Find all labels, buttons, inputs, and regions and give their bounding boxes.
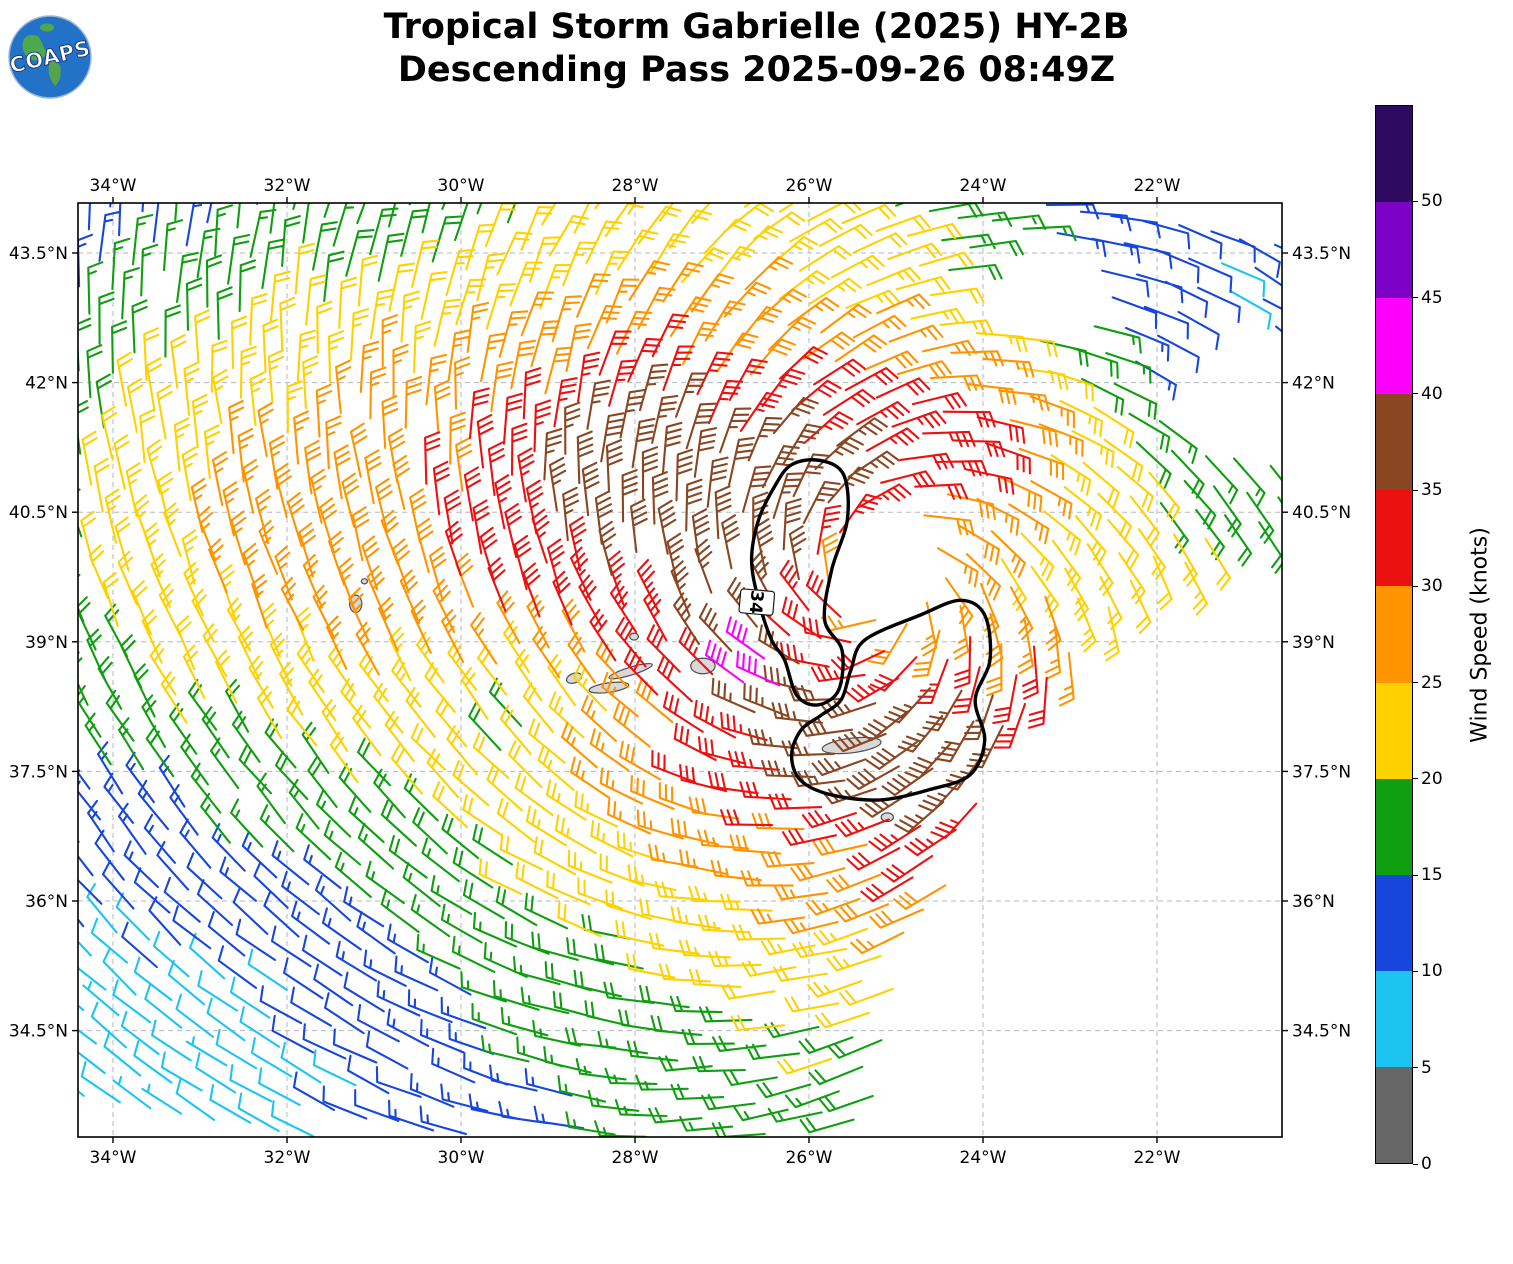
colorbar-tick-mark [1413, 970, 1418, 972]
contour-label-box [738, 588, 776, 616]
x-tick-label-bottom: 28°W [612, 1148, 659, 1168]
greenland-shape [40, 23, 54, 32]
wind-barbs-layer [78, 203, 1282, 1137]
colorbar-axis-label: Wind Speed (knots) [1467, 526, 1493, 743]
colorbar-tick-label: 20 [1421, 768, 1443, 789]
colorbar-tick-label: 30 [1421, 576, 1443, 597]
contour-label-34: 34 [738, 588, 776, 616]
x-tick-label-bottom: 34°W [90, 1148, 137, 1168]
wind-barbs-bin-5-10kt [78, 262, 1272, 1137]
colorbar-tick-mark [1413, 393, 1418, 395]
colorbar-segment [1376, 970, 1412, 1067]
y-tick-label-right: 39°N [1292, 633, 1335, 653]
colorbar-segment [1376, 778, 1412, 875]
y-tick-label-left: 34.5°N [9, 1022, 68, 1042]
colorbar-tick-mark [1413, 682, 1418, 684]
y-tick-label-left: 36°N [25, 892, 68, 912]
island-graciosa [629, 632, 640, 641]
x-tick-label-bottom: 32°W [264, 1148, 311, 1168]
wind-barbs-bin-15-20kt [78, 203, 1282, 1137]
map-inner: 34 [78, 203, 1282, 1137]
y-tick-label-left: 37.5°N [9, 762, 68, 782]
x-tick-label-top: 26°W [786, 176, 833, 196]
colorbar-tick-label: 25 [1421, 672, 1443, 693]
north-america-shape [22, 34, 48, 61]
colorbar [1375, 105, 1413, 1164]
x-tick-label-bottom: 30°W [438, 1148, 485, 1168]
island-santa-maria [880, 812, 894, 823]
y-tick-label-right: 34.5°N [1292, 1022, 1351, 1042]
colorbar-segment [1376, 1066, 1412, 1164]
wind-barbs-bin-40-45kt [704, 616, 781, 687]
colorbar-tick-mark [1413, 778, 1418, 780]
colorbar-tick-label: 10 [1421, 961, 1443, 982]
colorbar-tick-label: 5 [1421, 1057, 1432, 1078]
y-tick-label-left: 43.5°N [9, 244, 68, 264]
colorbar-segment [1376, 298, 1412, 395]
colorbar-tick-mark [1413, 200, 1418, 202]
wind-barbs-bin-25-30kt [190, 256, 1084, 955]
colorbar-tick-mark [1413, 297, 1418, 299]
x-tick-label-top: 22°W [1134, 176, 1181, 196]
south-america-shape [48, 60, 61, 86]
colorbar-tick-label: 45 [1421, 287, 1443, 308]
colorbar-segment [1376, 586, 1412, 683]
x-tick-label-bottom: 22°W [1134, 1148, 1181, 1168]
colorbar-segment [1376, 106, 1412, 203]
contour-label-text: 34 [745, 589, 767, 614]
y-tick-label-left: 42°N [25, 374, 68, 394]
colorbar-tick-mark [1413, 1067, 1418, 1069]
x-tick-label-bottom: 24°W [960, 1148, 1007, 1168]
y-tick-label-left: 39°N [25, 633, 68, 653]
contour-34kt-lobe [789, 598, 993, 802]
colorbar-tick-mark [1413, 1163, 1418, 1165]
colorbar-segment [1376, 202, 1412, 299]
wind-radius-34kt-contour [749, 457, 993, 802]
colorbar-tick-mark [1413, 874, 1418, 876]
colorbar-segment [1376, 682, 1412, 779]
x-tick-label-bottom: 26°W [786, 1148, 833, 1168]
colorbar-segment [1376, 490, 1412, 587]
contour-34kt-lobe [749, 457, 850, 707]
x-tick-label-top: 34°W [90, 176, 137, 196]
y-tick-label-left: 40.5°N [9, 503, 68, 523]
coaps-logo: COAPS [6, 13, 94, 105]
colorbar-tick-label: 15 [1421, 865, 1443, 886]
y-tick-label-right: 36°N [1292, 892, 1335, 912]
colorbar-tick-mark [1413, 489, 1418, 491]
colorbar-tick-mark [1413, 585, 1418, 587]
figure-title: Tropical Storm Gabrielle (2025) HY-2B De… [0, 6, 1513, 92]
colorbar-tick-label: 0 [1421, 1154, 1432, 1174]
x-tick-label-top: 32°W [264, 176, 311, 196]
y-tick-label-right: 37.5°N [1292, 762, 1351, 782]
x-tick-label-top: 30°W [438, 176, 485, 196]
map-frame [77, 202, 1283, 1138]
x-tick-label-top: 24°W [960, 176, 1007, 196]
y-tick-label-right: 40.5°N [1292, 503, 1351, 523]
colorbar-segment [1376, 874, 1412, 971]
x-tick-label-top: 28°W [612, 176, 659, 196]
axis-ticks [72, 197, 1288, 1143]
colorbar-tick-label: 35 [1421, 480, 1443, 501]
y-tick-label-right: 43.5°N [1292, 244, 1351, 264]
wind-barbs-bin-10-15kt [78, 203, 1282, 1136]
wind-barbs-bin-30-35kt [424, 313, 1048, 903]
title-line-2: Descending Pass 2025-09-26 08:49Z [397, 50, 1116, 90]
island-corvo [360, 578, 369, 585]
colorbar-tick-label: 40 [1421, 383, 1443, 404]
colorbar-segment [1376, 394, 1412, 491]
colorbar-tick-label: 50 [1421, 191, 1443, 212]
y-tick-label-right: 42°N [1292, 374, 1335, 394]
coaps-globe: COAPS [7, 15, 93, 99]
title-line-1: Tropical Storm Gabrielle (2025) HY-2B [383, 7, 1130, 47]
grid-lines [78, 203, 1282, 1137]
